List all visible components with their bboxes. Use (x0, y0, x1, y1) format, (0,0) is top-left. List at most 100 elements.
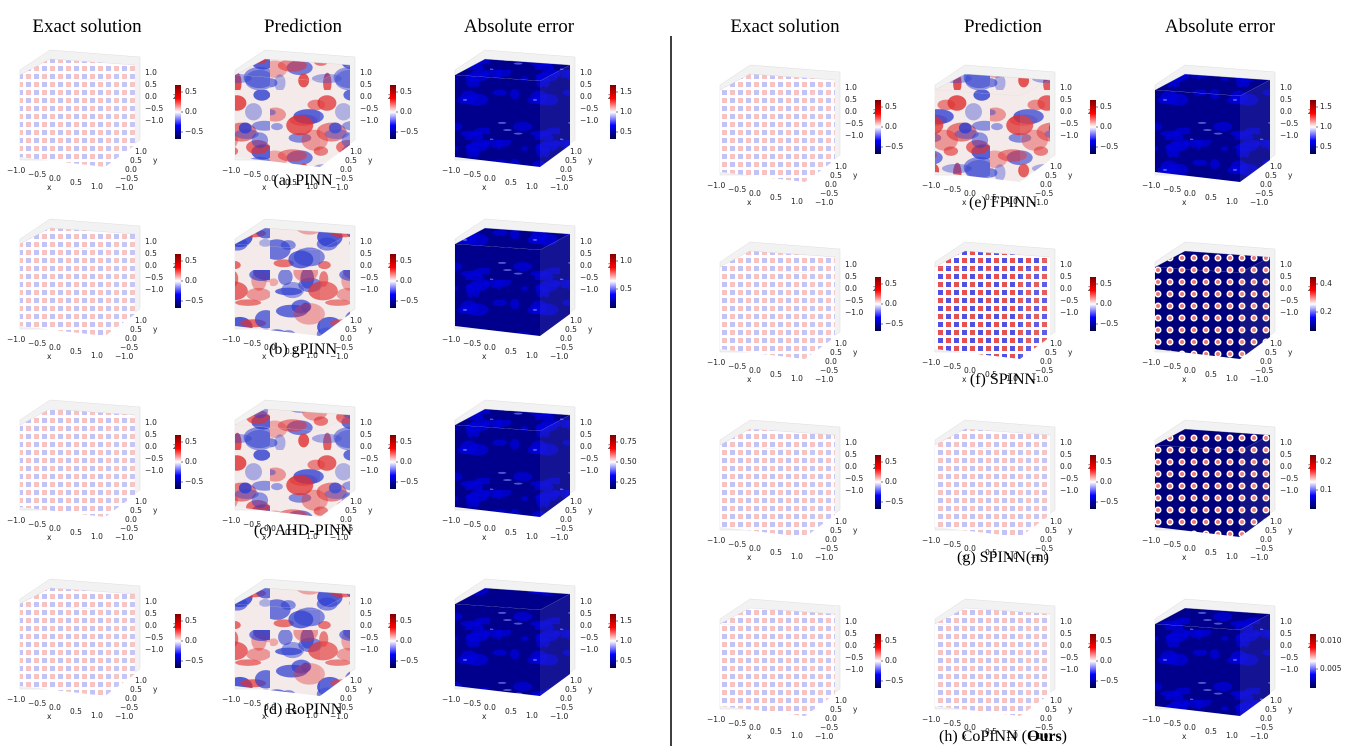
colorbar (1310, 455, 1316, 509)
z-tick-label: 1.0 (580, 418, 592, 427)
colorbar-tick-label: −0.5 (400, 127, 418, 136)
x-tick-label: −0.5 (243, 520, 261, 529)
x-tick-label: 0.5 (70, 707, 82, 716)
z-tick-label: −1.0 (145, 116, 163, 125)
caption-part: (g) SPINN(m) (957, 549, 1049, 566)
x-axis-label: x (262, 352, 267, 361)
colorbar-tick-label: 0.5 (400, 616, 412, 625)
z-tick-label: 1.0 (845, 260, 857, 269)
colorbar-tick-label: 0.5 (620, 284, 632, 293)
x-tick-label: −0.5 (728, 719, 746, 728)
z-tick-label: −1.0 (580, 116, 598, 125)
x-tick-label: −1.0 (922, 181, 940, 190)
y-tick-label: 1.0 (570, 497, 582, 506)
cube-front (1155, 445, 1240, 537)
x-axis-label: x (47, 352, 52, 361)
y-tick-label: 1.0 (1050, 339, 1062, 348)
z-tick-label: −1.0 (1060, 308, 1078, 317)
colorbar-tick-label: −0.5 (185, 127, 203, 136)
x-tick-label: −0.5 (243, 339, 261, 348)
x-tick-label: −0.5 (28, 170, 46, 179)
colorbar (610, 435, 616, 489)
cube-side (805, 614, 835, 716)
z-tick-label: −0.5 (1280, 474, 1298, 483)
colorbar (175, 85, 181, 139)
y-tick-label: −1.0 (1030, 198, 1048, 207)
y-tick-label: 0.0 (560, 165, 572, 174)
y-tick-label: 0.0 (825, 714, 837, 723)
y-axis-label: y (1068, 526, 1073, 535)
y-tick-label: −1.0 (1250, 375, 1268, 384)
y-tick-label: −0.5 (1035, 189, 1053, 198)
z-tick-label: 0.0 (1280, 462, 1292, 471)
x-tick-label: 0.5 (770, 370, 782, 379)
colorbar-tick-label: 0.5 (400, 437, 412, 446)
x-tick-label: −1.0 (1142, 715, 1160, 724)
z-tick-label: 1.0 (845, 438, 857, 447)
subplot: 1.00.50.0−0.5−1.0z−1.0 −0.5 0.0 0.5 1.0x −1.0… (222, 218, 418, 361)
y-tick-label: 1.0 (570, 316, 582, 325)
z-tick-label: 0.0 (1060, 284, 1072, 293)
subplot: 1.00.50.0−0.5−1.0z−1.0 −0.5 0.0 0.5 1.0x −1.0… (222, 399, 418, 542)
z-tick-label: 1.0 (1060, 438, 1072, 447)
x-axis-label: x (747, 198, 752, 207)
y-tick-label: 0.5 (565, 506, 577, 515)
y-tick-label: −0.5 (1255, 723, 1273, 732)
colorbar-tick-label: 0.5 (885, 636, 897, 645)
colorbar (390, 614, 396, 668)
z-tick-label: 0.5 (580, 430, 592, 439)
colorbar-tick-label: 0.0 (885, 299, 897, 308)
colorbar-tick-label: 0.5 (185, 87, 197, 96)
x-axis-label: x (747, 375, 752, 384)
x-tick-label: 0.5 (505, 707, 517, 716)
x-tick-label: 0.5 (985, 727, 997, 736)
x-tick-label: −0.5 (463, 520, 481, 529)
subplot: 1.00.50.0−0.5−1.0z−1.0 −0.5 0.0 0.5 1.0x −1.0… (707, 419, 903, 562)
colorbar-tick-label: 0.0 (400, 276, 412, 285)
x-tick-label: 0.5 (285, 707, 297, 716)
x-tick-label: −1.0 (7, 335, 25, 344)
z-tick-label: −0.5 (580, 454, 598, 463)
z-tick-label: 0.0 (145, 261, 157, 270)
z-tick-label: 1.0 (1060, 83, 1072, 92)
z-tick-label: −0.5 (845, 296, 863, 305)
y-tick-label: 0.0 (1260, 180, 1272, 189)
y-tick-label: 1.0 (835, 162, 847, 171)
y-tick-label: −1.0 (550, 533, 568, 542)
colorbar-tick-label: 0.2 (1320, 457, 1332, 466)
cube-front (720, 90, 805, 182)
z-tick-label: 1.0 (145, 597, 157, 606)
y-tick-label: −0.5 (335, 703, 353, 712)
z-tick-label: 0.0 (1060, 462, 1072, 471)
z-tick-label: −1.0 (1280, 486, 1298, 495)
colorbar-tick-label: 0.0 (400, 636, 412, 645)
x-tick-label: −1.0 (7, 516, 25, 525)
y-axis-label: y (153, 325, 158, 334)
z-tick-label: −1.0 (580, 645, 598, 654)
colorbar-tick-label: 0.0 (885, 122, 897, 131)
cube-side (805, 435, 835, 537)
cube-front (20, 75, 105, 167)
y-tick-label: 1.0 (835, 696, 847, 705)
colorbar (1310, 277, 1316, 331)
y-tick-label: 1.0 (1270, 696, 1282, 705)
colorbar-tick-label: 0.5 (400, 87, 412, 96)
z-tick-label: −0.5 (1280, 296, 1298, 305)
z-tick-label: −1.0 (360, 116, 378, 125)
x-tick-label: −0.5 (728, 540, 746, 549)
colorbar-tick-label: 0.0 (400, 107, 412, 116)
z-tick-label: −1.0 (845, 131, 863, 140)
z-tick-label: −0.5 (360, 454, 378, 463)
z-tick-label: 0.5 (1280, 450, 1292, 459)
y-axis-label: y (368, 685, 373, 694)
z-tick-label: −0.5 (145, 104, 163, 113)
y-tick-label: −0.5 (820, 366, 838, 375)
colorbar-tick-label: 0.5 (1320, 142, 1332, 151)
y-tick-label: 0.0 (340, 694, 352, 703)
x-tick-label: 0.0 (749, 189, 761, 198)
colorbar (1090, 455, 1096, 509)
y-tick-label: 0.5 (1045, 348, 1057, 357)
y-tick-label: −1.0 (815, 553, 833, 562)
x-tick-label: −0.5 (463, 339, 481, 348)
